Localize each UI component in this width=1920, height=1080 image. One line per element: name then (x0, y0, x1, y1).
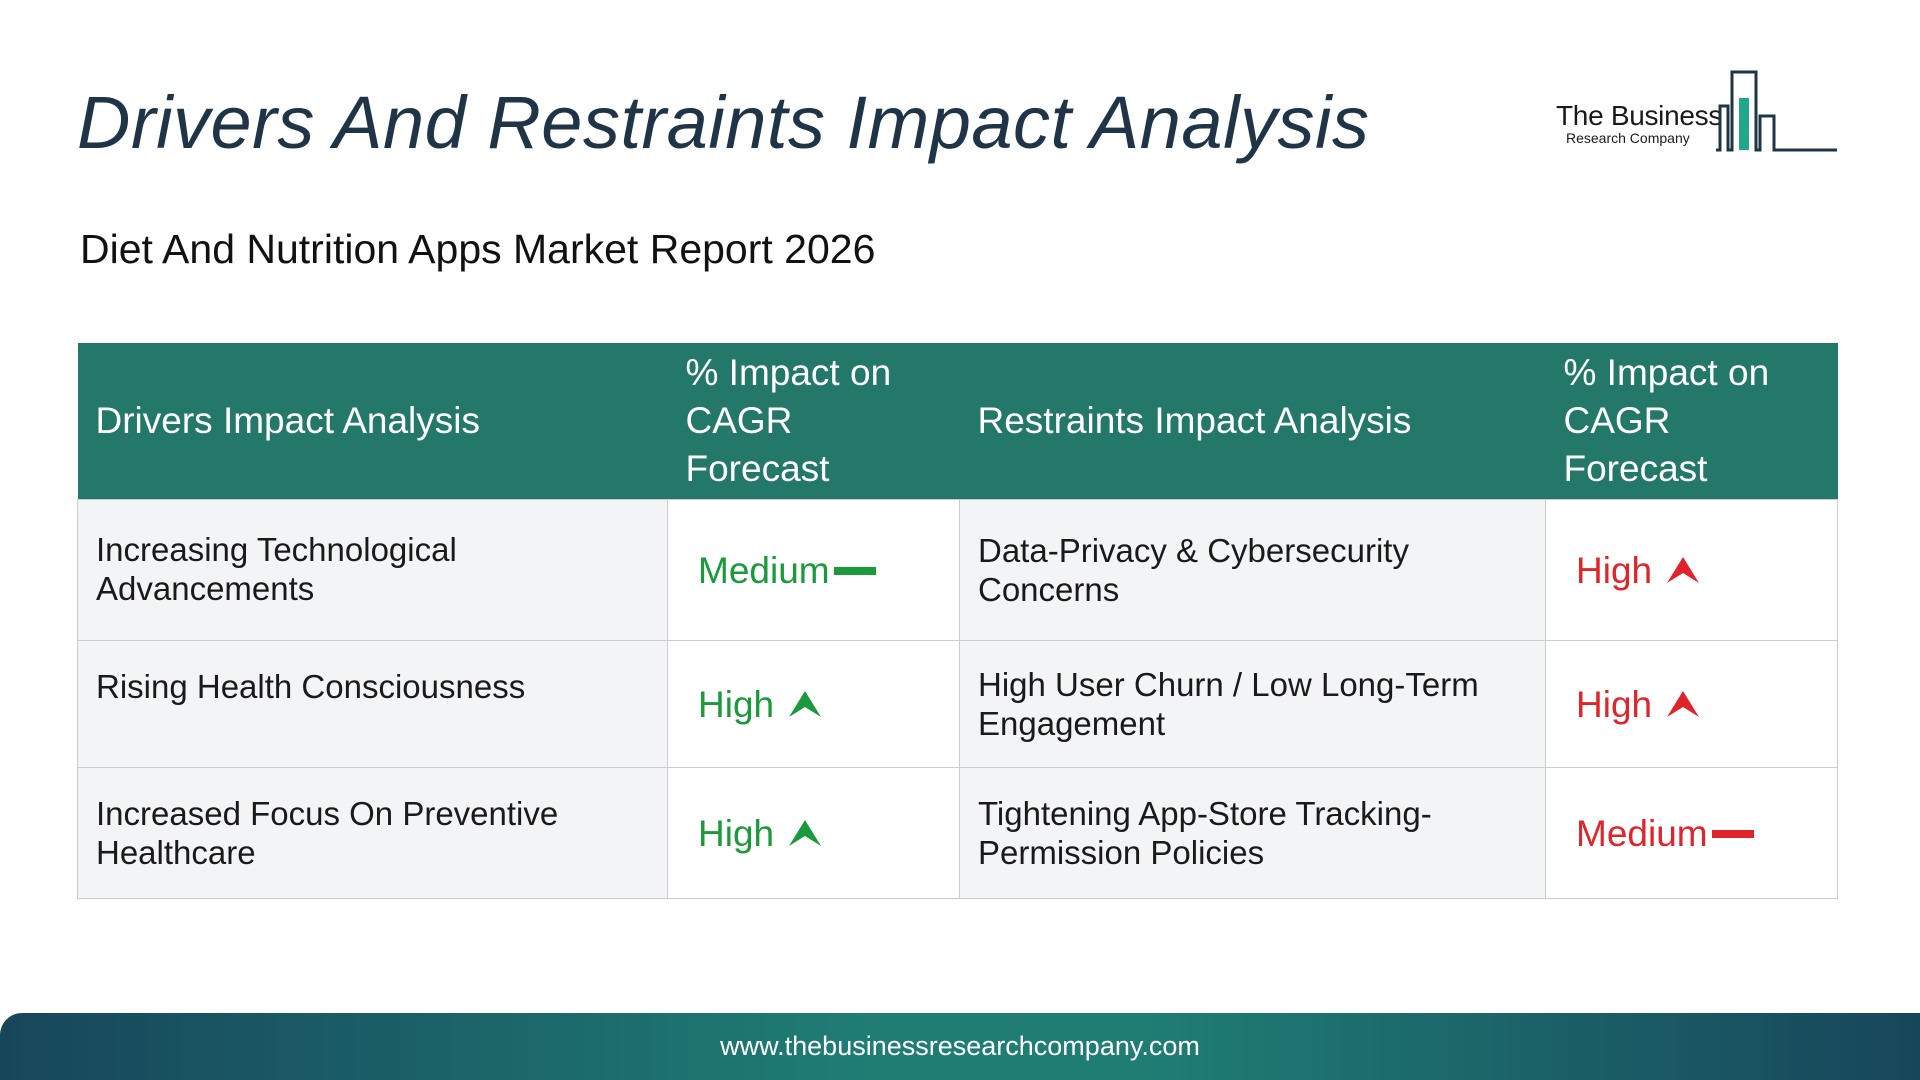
arrow-up-icon (789, 691, 822, 717)
driver-impact: High (667, 640, 960, 768)
dash-icon (1711, 830, 1754, 838)
table-row: Increased Focus On Preventive Healthcare… (77, 767, 1838, 899)
page-title: Drivers And Restraints Impact Analysis (77, 81, 1370, 164)
company-logo: The Business Research Company (1552, 66, 1842, 156)
arrow-up-icon (1667, 557, 1700, 583)
restraint-factor-label: Tightening App-Store Tracking-Permission… (978, 795, 1432, 871)
driver-impact-label: High (698, 683, 775, 725)
restraint-impact-label: High (1576, 683, 1653, 725)
restraint-factor: Data-Privacy & Cybersecurity Concerns (959, 499, 1546, 641)
restraint-impact: High (1545, 640, 1838, 768)
restraint-impact-label: High (1576, 549, 1653, 591)
footer-bar: www.thebusinessresearchcompany.com (0, 1013, 1920, 1080)
table-header-row: Drivers Impact Analysis % Impact on CAGR… (77, 343, 1838, 500)
driver-factor: Rising Health Consciousness (77, 640, 668, 768)
logo-name: The Business (1556, 100, 1723, 131)
logo-subtitle: Research Company (1566, 130, 1690, 146)
driver-factor: Increased Focus On Preventive Healthcare (77, 767, 668, 899)
header-restraint-impact: % Impact on CAGR Forecast (1545, 343, 1838, 500)
restraint-factor-label: Data-Privacy & Cybersecurity Concerns (978, 532, 1409, 608)
table-row: Rising Health Consciousness High High Us… (77, 640, 1838, 768)
driver-factor-label: Increased Focus On Preventive Healthcare (96, 795, 559, 871)
restraint-factor: High User Churn / Low Long-Term Engageme… (959, 640, 1546, 768)
restraint-impact: Medium (1545, 767, 1838, 899)
driver-impact: High (667, 767, 960, 899)
header-drivers: Drivers Impact Analysis (77, 343, 668, 500)
driver-impact-label: High (698, 812, 775, 854)
header-driver-impact: % Impact on CAGR Forecast (667, 343, 960, 500)
page-subtitle: Diet And Nutrition Apps Market Report 20… (80, 226, 876, 272)
footer-url[interactable]: www.thebusinessresearchcompany.com (720, 1031, 1200, 1061)
driver-factor: Increasing Technological Advancements (77, 499, 668, 641)
restraint-impact: High (1545, 499, 1838, 641)
arrow-up-icon (1667, 691, 1700, 717)
header-restraints: Restraints Impact Analysis (959, 343, 1546, 500)
impact-table: Drivers Impact Analysis % Impact on CAGR… (77, 343, 1838, 899)
driver-factor-label: Increasing Technological Advancements (96, 531, 457, 607)
driver-impact-label: Medium (698, 549, 830, 591)
driver-impact: Medium (667, 499, 960, 641)
dash-icon (833, 567, 876, 575)
arrow-up-icon (789, 820, 822, 846)
restraint-factor: Tightening App-Store Tracking-Permission… (959, 767, 1546, 899)
restraint-impact-label: Medium (1576, 812, 1708, 854)
table-row: Increasing Technological Advancements Me… (77, 499, 1838, 641)
driver-factor-label: Rising Health Consciousness (96, 667, 526, 705)
restraint-factor-label: High User Churn / Low Long-Term Engageme… (978, 666, 1479, 742)
building-bars-icon (1716, 70, 1837, 152)
